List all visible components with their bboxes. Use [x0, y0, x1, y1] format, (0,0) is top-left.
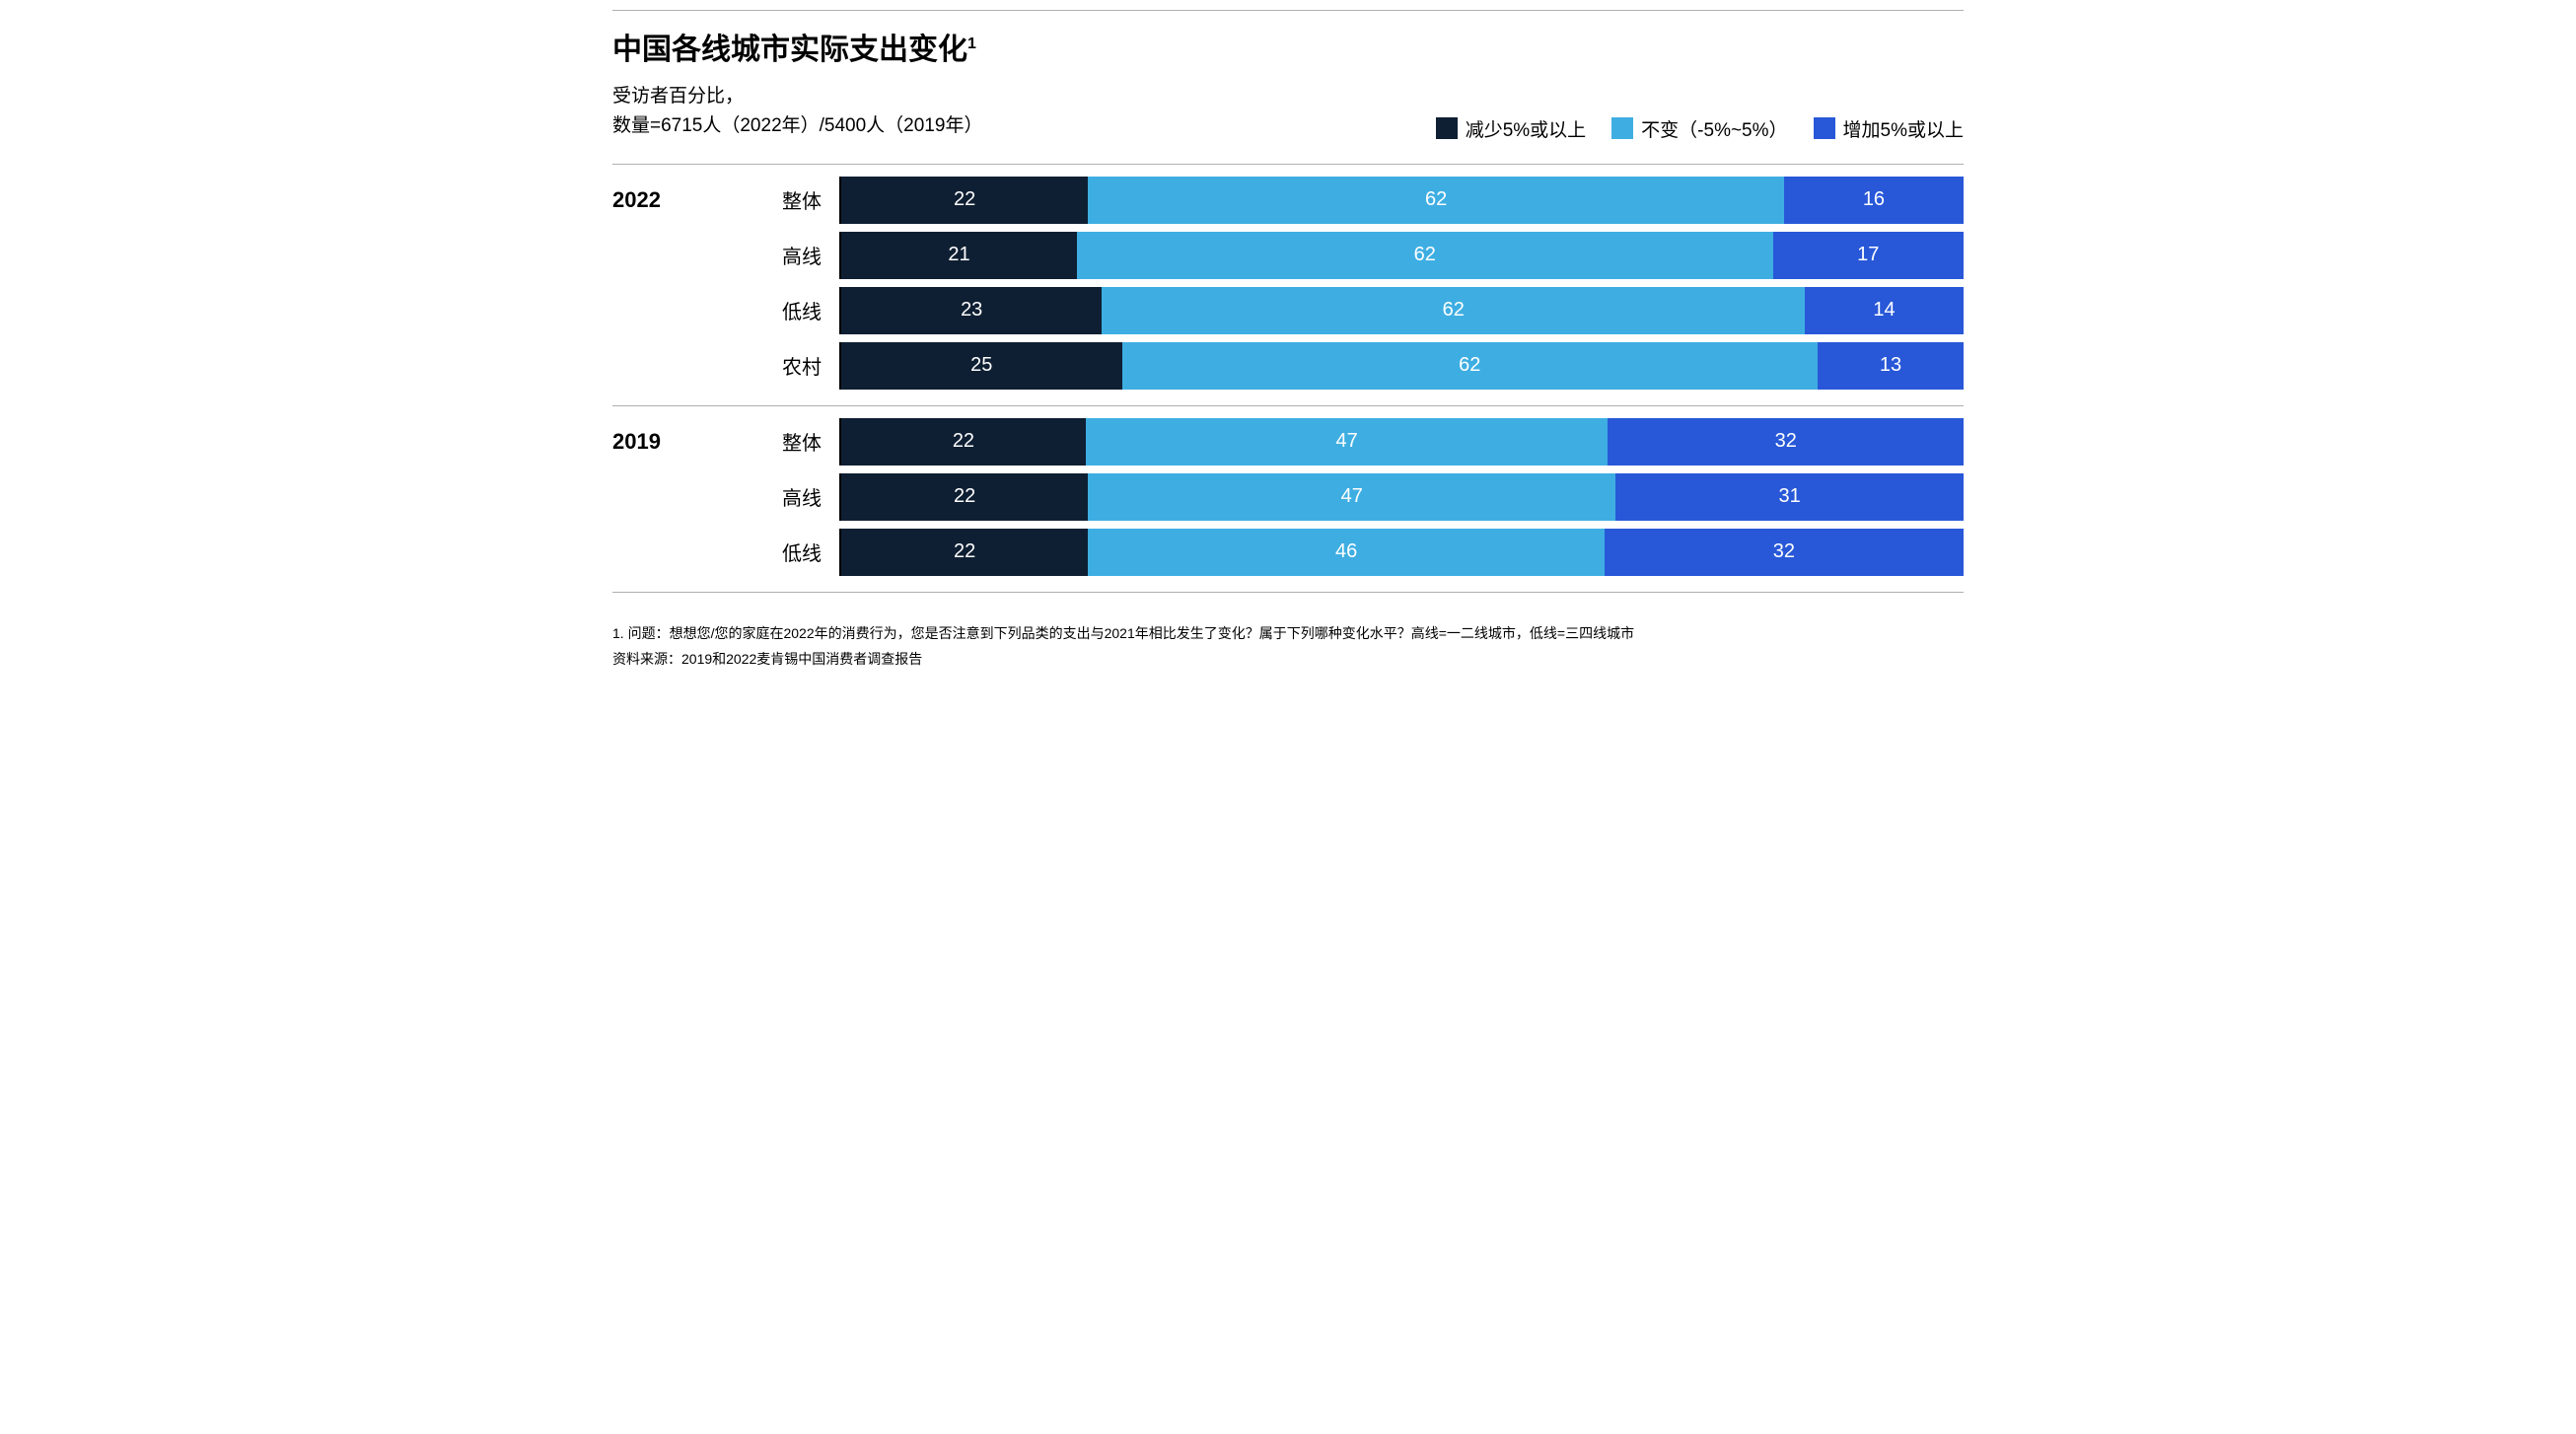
bar-segment: 62: [1102, 287, 1805, 334]
stacked-bar: 226216: [839, 177, 1964, 224]
title-text: 中国各线城市实际支出变化: [612, 34, 967, 66]
group-divider: [612, 164, 1964, 165]
legend-label: 减少5%或以上: [1466, 115, 1586, 142]
bar-segment: 47: [1086, 418, 1609, 466]
year-label: [612, 529, 731, 576]
year-group: 2019整体224732高线224731低线224632: [612, 418, 1964, 576]
bar-segment: 46: [1088, 529, 1604, 576]
bar-row: 2022整体226216: [612, 177, 1964, 224]
group-divider: [612, 592, 1964, 593]
category-label: 高线: [731, 473, 839, 521]
bar-segment: 21: [841, 232, 1077, 279]
year-label: [612, 342, 731, 390]
bar-segment: 13: [1818, 342, 1964, 390]
bar-row: 2019整体224732: [612, 418, 1964, 466]
bar-segment: 22: [841, 177, 1088, 224]
year-label: [612, 232, 731, 279]
legend-label: 不变（-5%~5%）: [1641, 115, 1787, 142]
stacked-bar: 224731: [839, 473, 1964, 521]
category-label: 整体: [731, 418, 839, 466]
bar-segment: 32: [1608, 418, 1964, 466]
year-label: [612, 473, 731, 521]
stacked-bar: 224632: [839, 529, 1964, 576]
bar-segment: 47: [1088, 473, 1615, 521]
bar-segment: 25: [841, 342, 1122, 390]
legend-item: 不变（-5%~5%）: [1611, 115, 1787, 142]
legend-swatch: [1814, 117, 1835, 139]
bar-segment: 22: [841, 418, 1086, 466]
stacked-bar: 256213: [839, 342, 1964, 390]
category-label: 整体: [731, 177, 839, 224]
year-label: 2019: [612, 418, 731, 466]
category-label: 农村: [731, 342, 839, 390]
footnote-2: 资料来源：2019和2022麦肯锡中国消费者调查报告: [612, 646, 1964, 673]
bar-segment: 22: [841, 529, 1088, 576]
year-label: 2022: [612, 177, 731, 224]
bar-segment: 62: [1088, 177, 1784, 224]
subtitle-legend-row: 受访者百分比， 数量=6715人（2022年）/5400人（2019年） 减少5…: [612, 82, 1964, 142]
legend: 减少5%或以上 不变（-5%~5%） 增加5%或以上: [1436, 115, 1964, 142]
bar-row: 低线236214: [612, 287, 1964, 334]
year-label: [612, 287, 731, 334]
bar-segment: 23: [841, 287, 1102, 334]
bar-segment: 62: [1122, 342, 1819, 390]
legend-label: 增加5%或以上: [1843, 115, 1964, 142]
top-rule: [612, 10, 1964, 11]
stacked-bar: 236214: [839, 287, 1964, 334]
chart-page: 中国各线城市实际支出变化1 受访者百分比， 数量=6715人（2022年）/54…: [573, 0, 2003, 692]
subtitle-line-2: 数量=6715人（2022年）/5400人（2019年）: [612, 115, 982, 136]
category-label: 低线: [731, 287, 839, 334]
bar-row: 高线216217: [612, 232, 1964, 279]
footnote-1: 1. 问题：想想您/您的家庭在2022年的消费行为，您是否注意到下列品类的支出与…: [612, 620, 1964, 647]
chart-area: 2022整体226216高线216217低线236214农村2562132019…: [612, 164, 1964, 593]
bar-row: 低线224632: [612, 529, 1964, 576]
category-label: 高线: [731, 232, 839, 279]
legend-item: 增加5%或以上: [1814, 115, 1964, 142]
bar-segment: 31: [1615, 473, 1964, 521]
bar-row: 农村256213: [612, 342, 1964, 390]
group-divider: [612, 405, 1964, 406]
legend-swatch: [1611, 117, 1633, 139]
bar-segment: 16: [1784, 177, 1964, 224]
year-group: 2022整体226216高线216217低线236214农村256213: [612, 177, 1964, 390]
legend-swatch: [1436, 117, 1458, 139]
bar-segment: 32: [1605, 529, 1964, 576]
chart-title: 中国各线城市实际支出变化1: [612, 25, 1964, 68]
legend-item: 减少5%或以上: [1436, 115, 1586, 142]
subtitle-line-1: 受访者百分比，: [612, 86, 744, 107]
title-superscript: 1: [967, 36, 976, 52]
footnotes: 1. 问题：想想您/您的家庭在2022年的消费行为，您是否注意到下列品类的支出与…: [612, 620, 1964, 673]
bar-row: 高线224731: [612, 473, 1964, 521]
stacked-bar: 224732: [839, 418, 1964, 466]
bar-segment: 22: [841, 473, 1088, 521]
stacked-bar: 216217: [839, 232, 1964, 279]
bar-segment: 14: [1805, 287, 1964, 334]
chart-subtitle: 受访者百分比， 数量=6715人（2022年）/5400人（2019年）: [612, 82, 982, 142]
bar-segment: 17: [1773, 232, 1964, 279]
category-label: 低线: [731, 529, 839, 576]
bar-segment: 62: [1077, 232, 1773, 279]
